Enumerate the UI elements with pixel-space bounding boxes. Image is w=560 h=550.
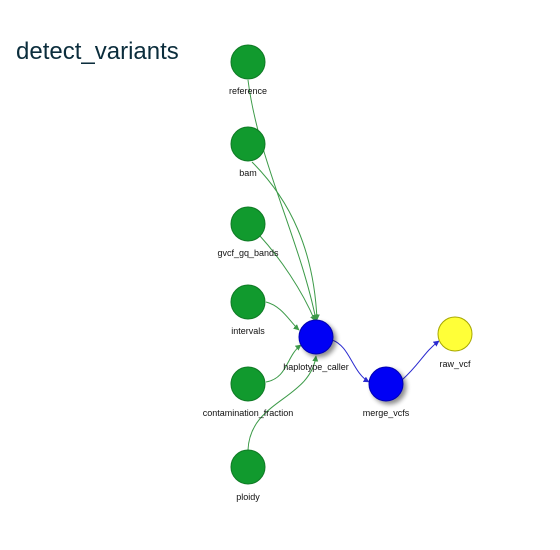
- node-label-merge-vcfs: merge_vcfs: [363, 408, 410, 418]
- node-label-intervals: intervals: [231, 326, 265, 336]
- edge-haplotype-caller-to-merge-vcfs: [331, 339, 370, 383]
- node-intervals[interactable]: intervals: [230, 284, 266, 336]
- edge-ploidy-to-haplotype-caller: [247, 355, 319, 451]
- node-ploidy[interactable]: ploidy: [230, 449, 266, 502]
- edge-merge-vcfs-to-raw-vcf: [401, 340, 440, 381]
- page-title: detect_variants: [16, 38, 179, 65]
- node-label-bam: bam: [239, 168, 257, 178]
- node-reference[interactable]: reference: [229, 44, 267, 96]
- node-contamination-fraction[interactable]: contamination_fraction: [203, 366, 294, 418]
- edge-gvcf-gq-bands-to-haplotype-caller: [259, 235, 316, 322]
- node-label-gvcf-gq-bands: gvcf_gq_bands: [217, 248, 279, 258]
- node-gvcf-gq-bands[interactable]: gvcf_gq_bands: [217, 206, 279, 258]
- node-raw-vcf[interactable]: raw_vcf: [437, 316, 473, 369]
- edge-bam-to-haplotype-caller: [251, 161, 320, 321]
- edge-intervals-to-haplotype-caller: [265, 301, 300, 331]
- node-bam[interactable]: bam: [230, 126, 266, 178]
- edge-reference-to-haplotype-caller: [247, 79, 318, 321]
- node-label-ploidy: ploidy: [236, 492, 260, 502]
- edge-contamination-fraction-to-haplotype-caller: [265, 344, 302, 383]
- edges: [247, 79, 440, 451]
- node-label-reference: reference: [229, 86, 267, 96]
- node-label-contamination-fraction: contamination_fraction: [203, 408, 294, 418]
- nodes: reference bam gvcf_gq_bands intervals co…: [203, 44, 473, 502]
- node-label-haplotype-caller: haplotype_caller: [283, 362, 349, 372]
- node-haplotype-caller[interactable]: haplotype_caller: [283, 319, 349, 372]
- node-label-raw-vcf: raw_vcf: [439, 359, 471, 369]
- node-merge-vcfs[interactable]: merge_vcfs: [363, 366, 410, 418]
